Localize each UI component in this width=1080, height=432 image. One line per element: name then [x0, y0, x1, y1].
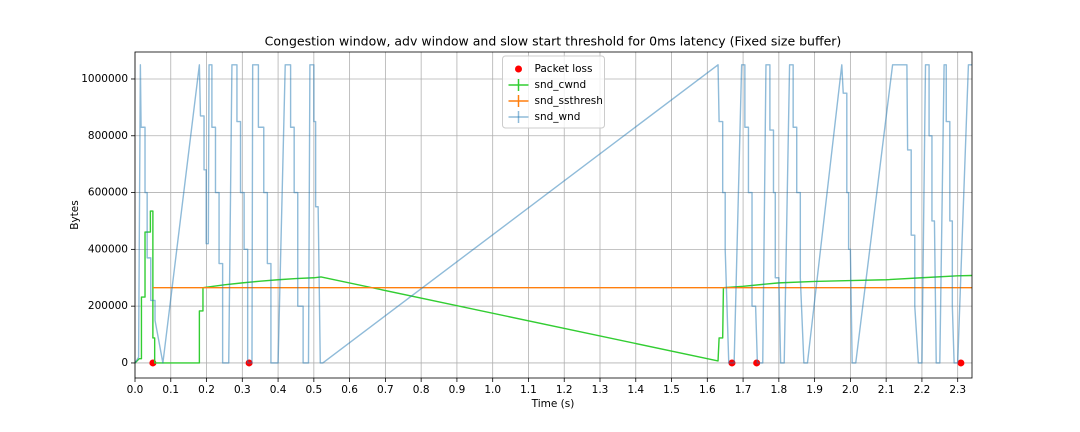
x-tick-label: 0.2: [198, 384, 215, 396]
plot-area: [135, 64, 972, 367]
x-tick-label: 1.5: [663, 384, 680, 396]
series-line: [135, 210, 972, 364]
x-tick-label: 0.3: [234, 384, 251, 396]
x-tick-label: 1.2: [556, 384, 573, 396]
x-tick-label: 0.9: [449, 384, 466, 396]
x-tick-label: 0.1: [162, 384, 179, 396]
y-tick-label: 200000: [88, 300, 128, 312]
x-tick-label: 0.0: [127, 384, 144, 396]
x-axis-label: Time (s): [531, 398, 575, 410]
legend-label: snd_cwnd: [535, 79, 587, 91]
x-tick-label: 2.3: [949, 384, 966, 396]
x-tick-label: 0.8: [413, 384, 430, 396]
x-tick-label: 1.3: [592, 384, 609, 396]
y-tick-label: 400000: [88, 243, 128, 255]
y-tick-label: 800000: [88, 130, 128, 142]
y-axis-label: Bytes: [69, 200, 81, 229]
x-tick-label: 1.1: [520, 384, 537, 396]
x-tick-label: 1.0: [484, 384, 501, 396]
legend-label: snd_wnd: [535, 111, 581, 123]
legend-label: Packet loss: [535, 63, 593, 75]
x-tick-label: 2.0: [842, 384, 859, 396]
x-tick-label: 1.9: [806, 384, 823, 396]
x-tick-label: 0.6: [341, 384, 358, 396]
x-tick-label: 1.6: [699, 384, 716, 396]
y-tick-label: 0: [121, 357, 128, 369]
x-tick-label: 1.7: [735, 384, 752, 396]
data-point: [957, 359, 965, 367]
x-tick-label: 0.5: [305, 384, 322, 396]
x-tick-label: 1.4: [627, 384, 644, 396]
series-line: [135, 64, 972, 364]
axes-frame: [134, 51, 973, 379]
legend-marker: [515, 65, 522, 73]
x-tick-label: 1.8: [770, 384, 787, 396]
legend-label: snd_ssthresh: [535, 95, 603, 107]
x-tick-label: 2.1: [878, 384, 895, 396]
x-tick-label: 0.4: [270, 384, 287, 396]
x-tick-label: 0.7: [377, 384, 394, 396]
data-point: [753, 359, 761, 367]
y-tick-label: 1000000: [81, 73, 128, 85]
chart-title: Congestion window, adv window and slow s…: [265, 34, 842, 49]
y-tick-label: 600000: [88, 187, 128, 199]
legend-box: [502, 55, 605, 129]
x-tick-label: 2.2: [914, 384, 931, 396]
